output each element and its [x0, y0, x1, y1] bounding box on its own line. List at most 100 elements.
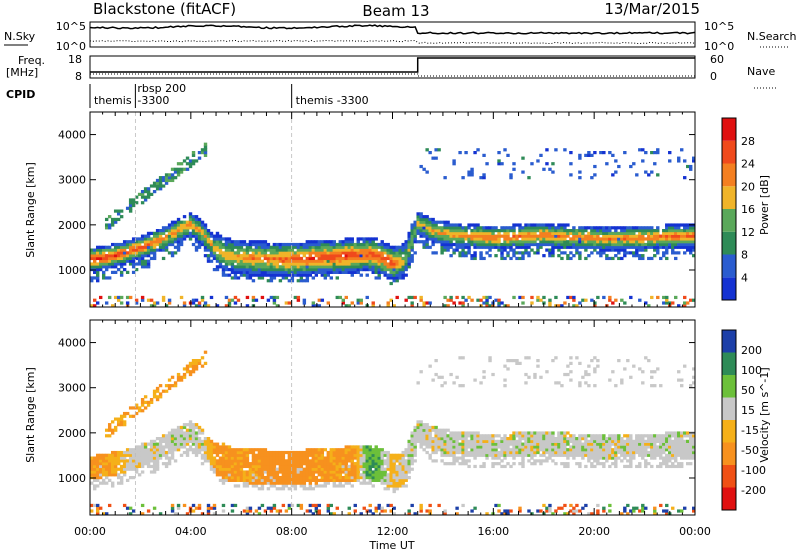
data-cell [234, 457, 237, 460]
data-cell [461, 237, 464, 240]
data-cell [422, 434, 425, 437]
data-cell [563, 235, 566, 238]
data-cell [111, 473, 114, 476]
data-cell [222, 445, 225, 448]
data-cell [318, 504, 321, 507]
data-cell [500, 454, 503, 457]
data-cell [312, 240, 315, 243]
data-cell [249, 448, 252, 451]
data-cell [387, 484, 390, 487]
data-cell [387, 473, 390, 476]
data-cell [129, 251, 132, 254]
data-cell [620, 299, 623, 302]
data-cell [623, 246, 626, 249]
data-cell [177, 431, 180, 434]
data-cell [207, 249, 210, 252]
data-cell [285, 301, 288, 304]
data-cell [327, 509, 330, 512]
data-cell [339, 454, 342, 457]
data-cell [354, 249, 357, 252]
data-cell [123, 257, 126, 260]
data-cell [162, 434, 165, 437]
data-cell [267, 246, 270, 249]
data-cell [96, 457, 99, 460]
data-cell [168, 462, 171, 465]
data-cell [443, 445, 446, 448]
data-cell [629, 296, 632, 299]
data-cell [306, 462, 309, 465]
data-cell [342, 479, 345, 482]
data-cell [324, 448, 327, 451]
data-cell [207, 260, 210, 263]
data-cell [309, 468, 312, 471]
data-cell [153, 254, 156, 257]
data-cell [512, 448, 515, 451]
data-cell [366, 482, 369, 485]
data-cell [578, 509, 581, 512]
data-cell [291, 251, 294, 254]
data-cell [357, 299, 360, 302]
data-cell [635, 173, 638, 176]
data-cell [458, 151, 461, 154]
data-cell [512, 249, 515, 252]
data-cell [342, 262, 345, 265]
data-cell [539, 434, 542, 437]
data-cell [99, 507, 102, 510]
data-cell [569, 296, 572, 299]
data-cell [354, 251, 357, 254]
data-cell [363, 459, 366, 462]
data-cell [623, 226, 626, 229]
data-cell [482, 443, 485, 446]
data-cell [285, 276, 288, 279]
data-cell [476, 454, 479, 457]
data-cell [485, 162, 488, 165]
data-cell [318, 473, 321, 476]
data-cell [234, 476, 237, 479]
data-cell [213, 465, 216, 468]
data-cell [105, 226, 108, 229]
data-cell [425, 229, 428, 232]
data-cell [138, 459, 141, 462]
data-cell [360, 451, 363, 454]
data-cell [470, 431, 473, 434]
data-cell [554, 509, 557, 512]
data-cell [198, 429, 201, 432]
data-cell [243, 482, 246, 485]
data-cell [120, 262, 123, 265]
data-cell [680, 223, 683, 226]
data-cell [303, 301, 306, 304]
data-cell [530, 462, 533, 465]
data-cell [437, 440, 440, 443]
data-cell [446, 437, 449, 440]
data-cell [333, 454, 336, 457]
data-cell [147, 454, 150, 457]
data-cell [387, 476, 390, 479]
data-cell [431, 232, 434, 235]
data-cell [581, 226, 584, 229]
data-cell [321, 265, 324, 268]
data-cell [593, 367, 596, 370]
data-cell [419, 299, 422, 302]
data-cell [273, 262, 276, 265]
data-cell [243, 251, 246, 254]
data-cell [141, 196, 144, 199]
data-cell [494, 299, 497, 302]
data-cell [479, 451, 482, 454]
data-cell [476, 443, 479, 446]
data-cell [372, 470, 375, 473]
data-cell [360, 249, 363, 252]
data-cell [108, 265, 111, 268]
data-cell [470, 454, 473, 457]
data-cell [641, 148, 644, 151]
data-cell [623, 249, 626, 252]
data-cell [548, 431, 551, 434]
data-cell [246, 451, 249, 454]
data-cell [393, 257, 396, 260]
data-cell [306, 260, 309, 263]
data-cell [297, 279, 300, 282]
data-cell [255, 448, 258, 451]
data-cell [638, 257, 641, 260]
data-cell [183, 229, 186, 232]
data-cell [357, 251, 360, 254]
data-cell [174, 223, 177, 226]
